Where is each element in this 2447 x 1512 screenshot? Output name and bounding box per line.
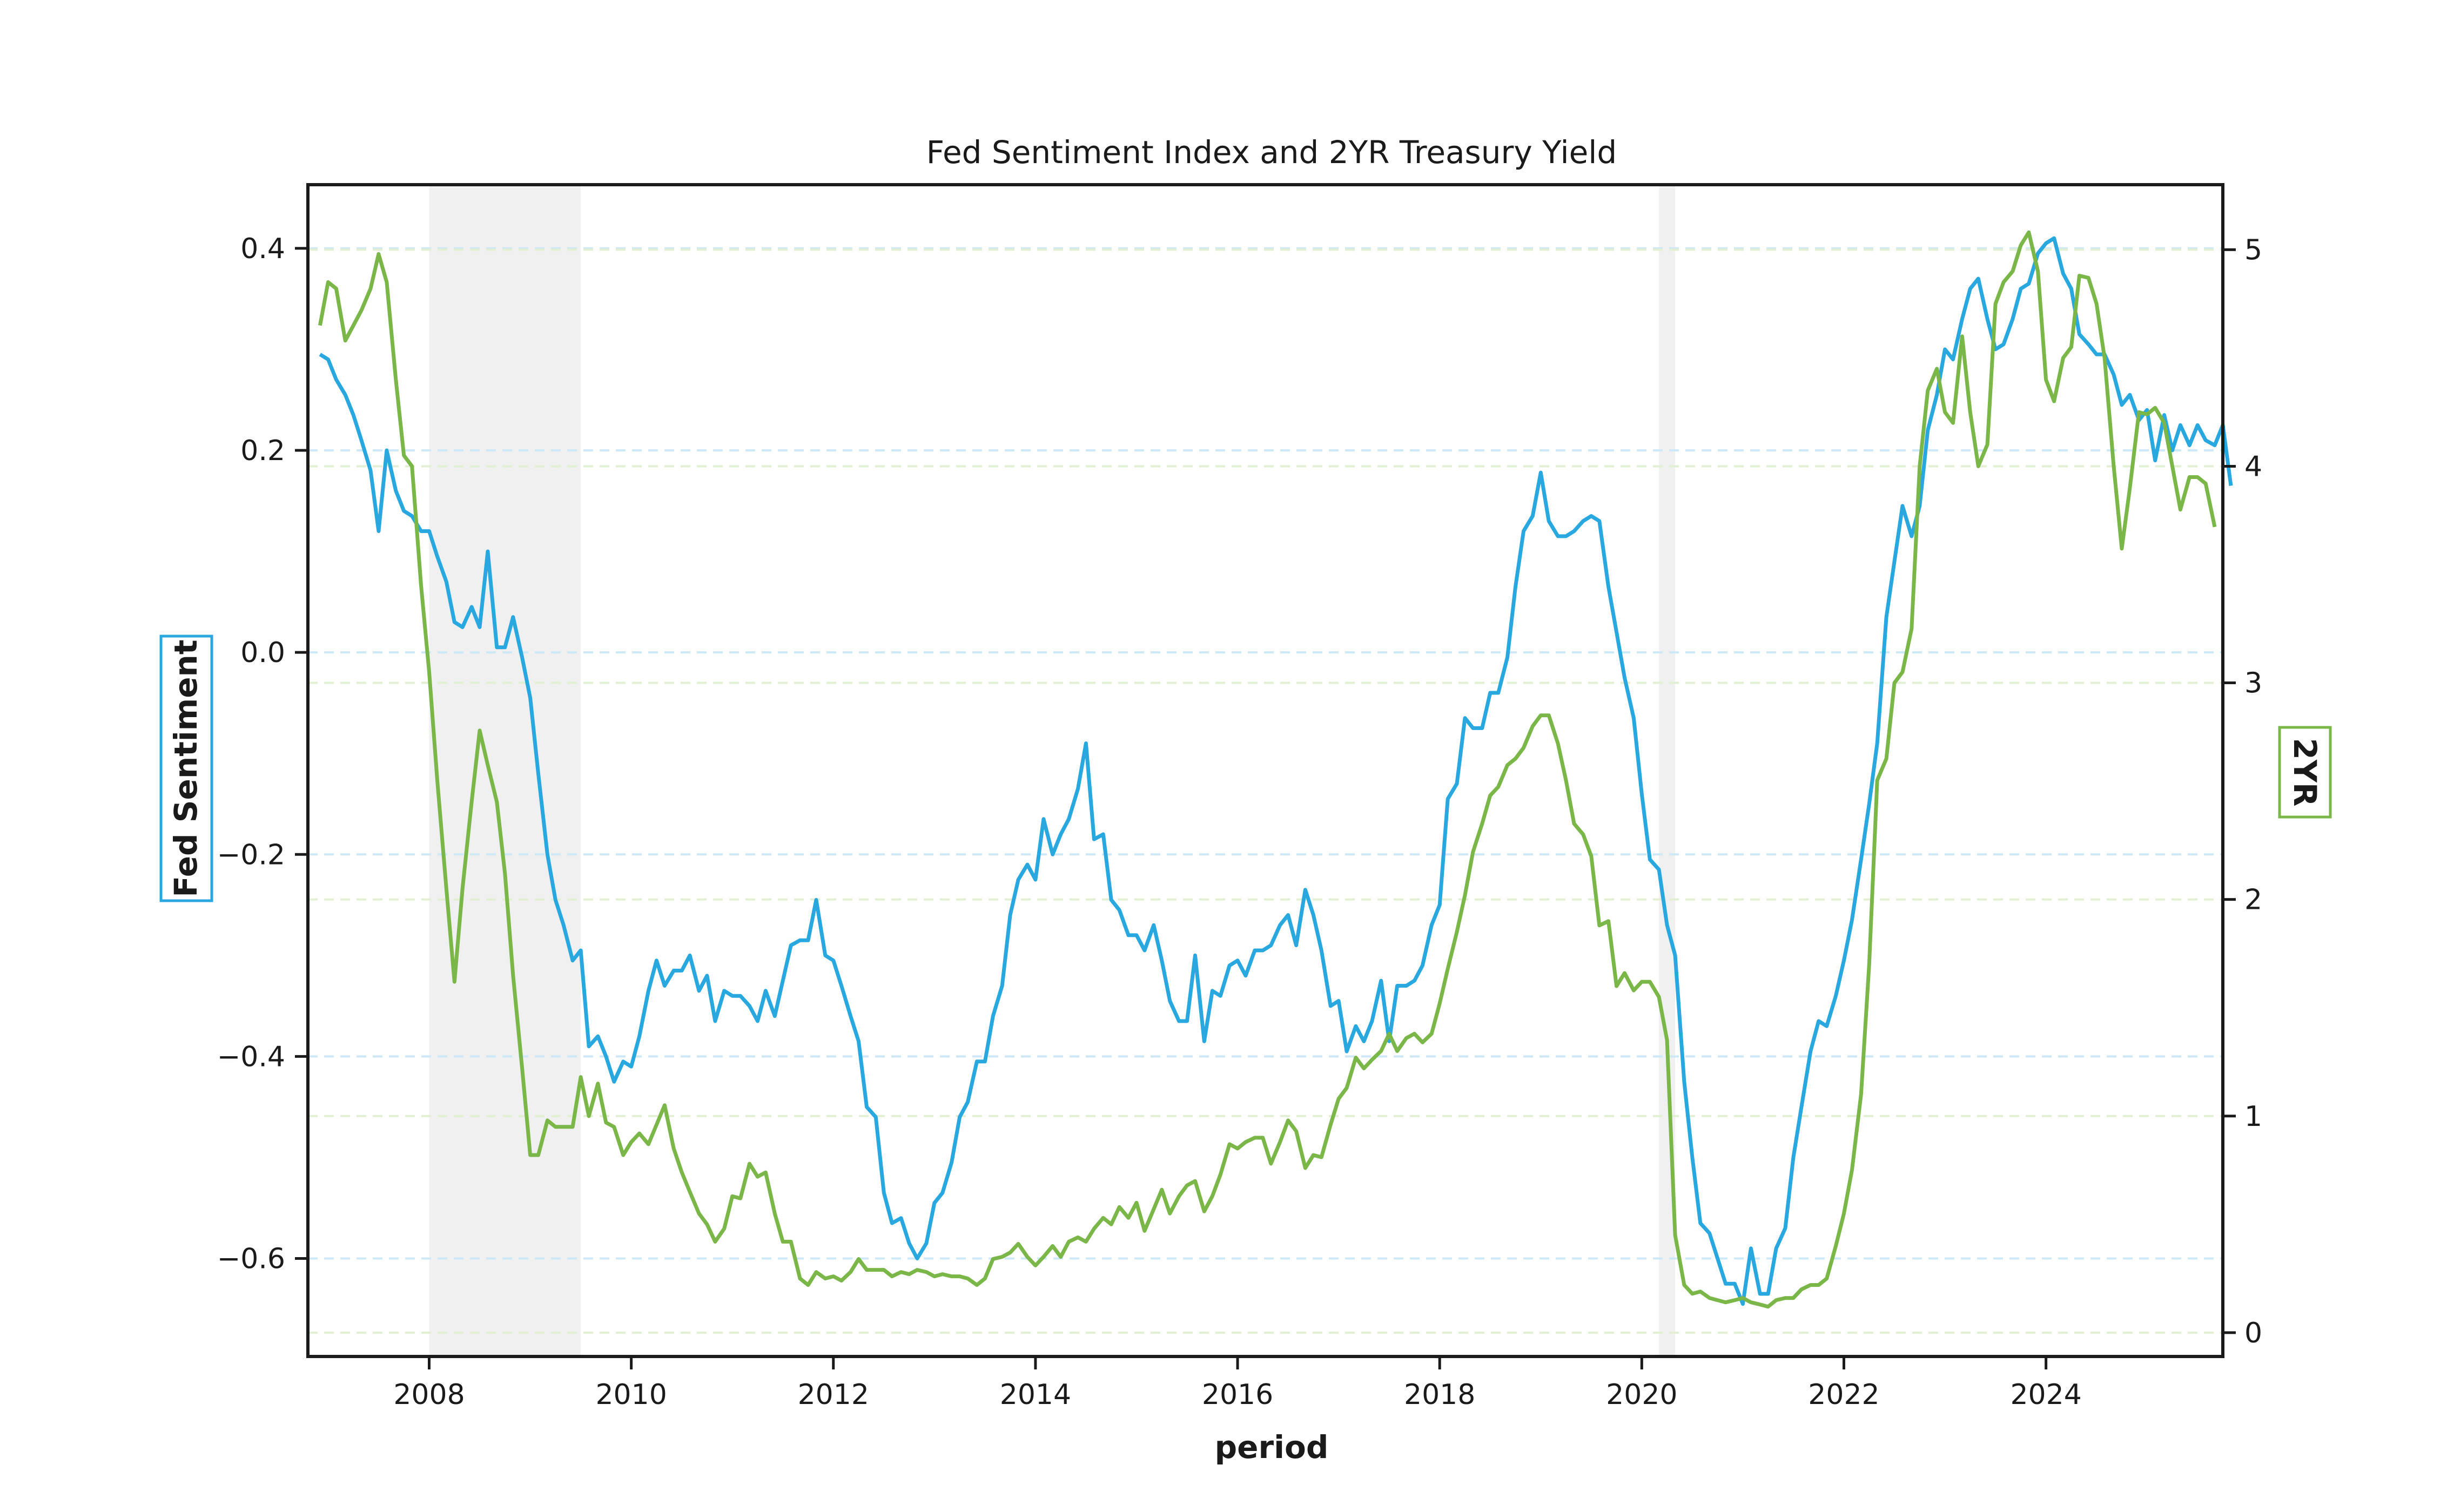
x-tick-label: 2014 <box>1000 1379 1071 1411</box>
chart-title: Fed Sentiment Index and 2YR Treasury Yie… <box>926 134 1617 171</box>
left-tick-label: 0.2 <box>240 435 285 467</box>
left-tick-label: −0.6 <box>217 1243 285 1275</box>
right-tick-label: 2 <box>2244 884 2262 916</box>
right-tick-label: 4 <box>2244 450 2262 483</box>
x-tick-label: 2022 <box>1808 1379 1879 1411</box>
left-tick-label: −0.2 <box>217 839 285 871</box>
x-tick-label: 2020 <box>1606 1379 1677 1411</box>
series-line-fed-sentiment <box>319 236 2233 1306</box>
gridlines <box>308 247 2223 1334</box>
right-tick-label: 1 <box>2244 1101 2262 1133</box>
x-tick-label: 2018 <box>1404 1379 1475 1411</box>
x-tick-label: 2012 <box>798 1379 869 1411</box>
right-axis-label: 2YR <box>2287 738 2323 806</box>
right-axis-label-box: 2YR <box>2278 726 2332 819</box>
series-line-2yr <box>318 230 2217 1309</box>
x-tick-label: 2024 <box>2010 1379 2081 1411</box>
left-tick-label: 0.0 <box>240 637 285 669</box>
shaded-period-0 <box>429 185 581 1356</box>
plot-frame <box>306 183 2224 1358</box>
left-tick-label: 0.4 <box>240 233 285 265</box>
shaded-regions <box>429 185 1676 1356</box>
x-tick-label: 2008 <box>393 1379 465 1411</box>
x-axis-label: period <box>1215 1429 1329 1466</box>
x-tick-label: 2016 <box>1202 1379 1273 1411</box>
left-axis-label-box: Fed Sentiment <box>159 634 213 902</box>
right-tick-label: 5 <box>2244 234 2262 266</box>
right-tick-label: 0 <box>2244 1317 2262 1349</box>
x-tick-label: 2010 <box>595 1379 667 1411</box>
right-tick-label: 3 <box>2244 667 2262 700</box>
left-axis-label: Fed Sentiment <box>167 639 204 897</box>
axis-ticks: 0.4 0.2 0.0 −0.2 −0.4 −0.6 5 4 3 2 1 0 2008 2010 2012 2… <box>217 233 2262 1411</box>
left-tick-label: −0.4 <box>217 1041 285 1073</box>
series-lines <box>318 230 2233 1309</box>
